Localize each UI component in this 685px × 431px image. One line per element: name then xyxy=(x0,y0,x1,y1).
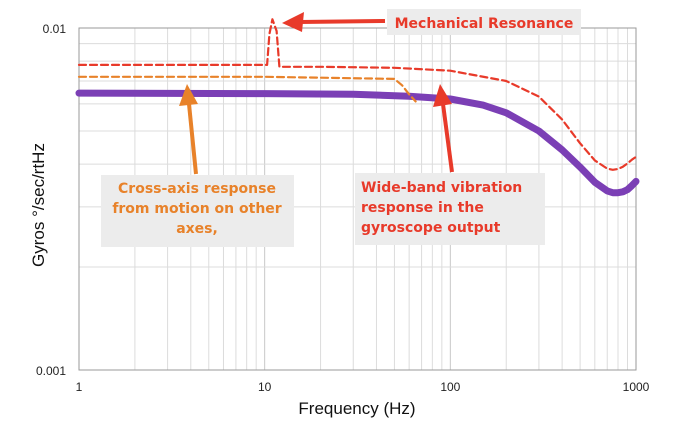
annotation-mechanical-resonance: Mechanical Resonance xyxy=(282,9,581,35)
arrow-shaft xyxy=(187,103,198,175)
annotation-wide-band: Wide-band vibration response in the gyrosc… xyxy=(355,84,545,245)
arrow-shaft xyxy=(441,103,454,173)
annotation-cross-axis: Cross-axis response from motion on other a… xyxy=(101,84,294,247)
tick-labels: 1 10 100 1000 0.01 0.001 xyxy=(36,22,650,394)
series-line-1 xyxy=(75,89,640,197)
y-axis-title: Gyros °/sec/rtHz xyxy=(29,143,48,267)
annotation-box xyxy=(387,9,581,35)
arrow-head xyxy=(179,84,198,106)
annotation-box xyxy=(101,175,294,247)
annotation-text: Cross-axis response from motion on other a… xyxy=(112,181,281,237)
y-tick-label: 0.01 xyxy=(43,22,67,36)
series-line-2 xyxy=(77,18,638,171)
x-tick-label: 10 xyxy=(258,380,272,394)
plot-frame xyxy=(78,27,637,371)
annotation-text: Wide-band vibration response in the gyrosc… xyxy=(361,180,522,236)
x-tick-label: 100 xyxy=(440,380,460,394)
x-tick-label: 1000 xyxy=(623,380,650,394)
arrow-head xyxy=(433,84,452,107)
x-tick-label: 1 xyxy=(76,380,83,394)
annotation-box xyxy=(355,173,545,245)
arrow-head xyxy=(282,12,304,32)
arrow-shaft xyxy=(299,19,386,24)
x-axis-title: Frequency (Hz) xyxy=(298,399,415,418)
y-tick-label: 0.001 xyxy=(36,364,66,378)
annotation-text: Mechanical Resonance xyxy=(395,16,574,32)
series-line-3 xyxy=(77,75,417,103)
series-group xyxy=(75,18,640,197)
